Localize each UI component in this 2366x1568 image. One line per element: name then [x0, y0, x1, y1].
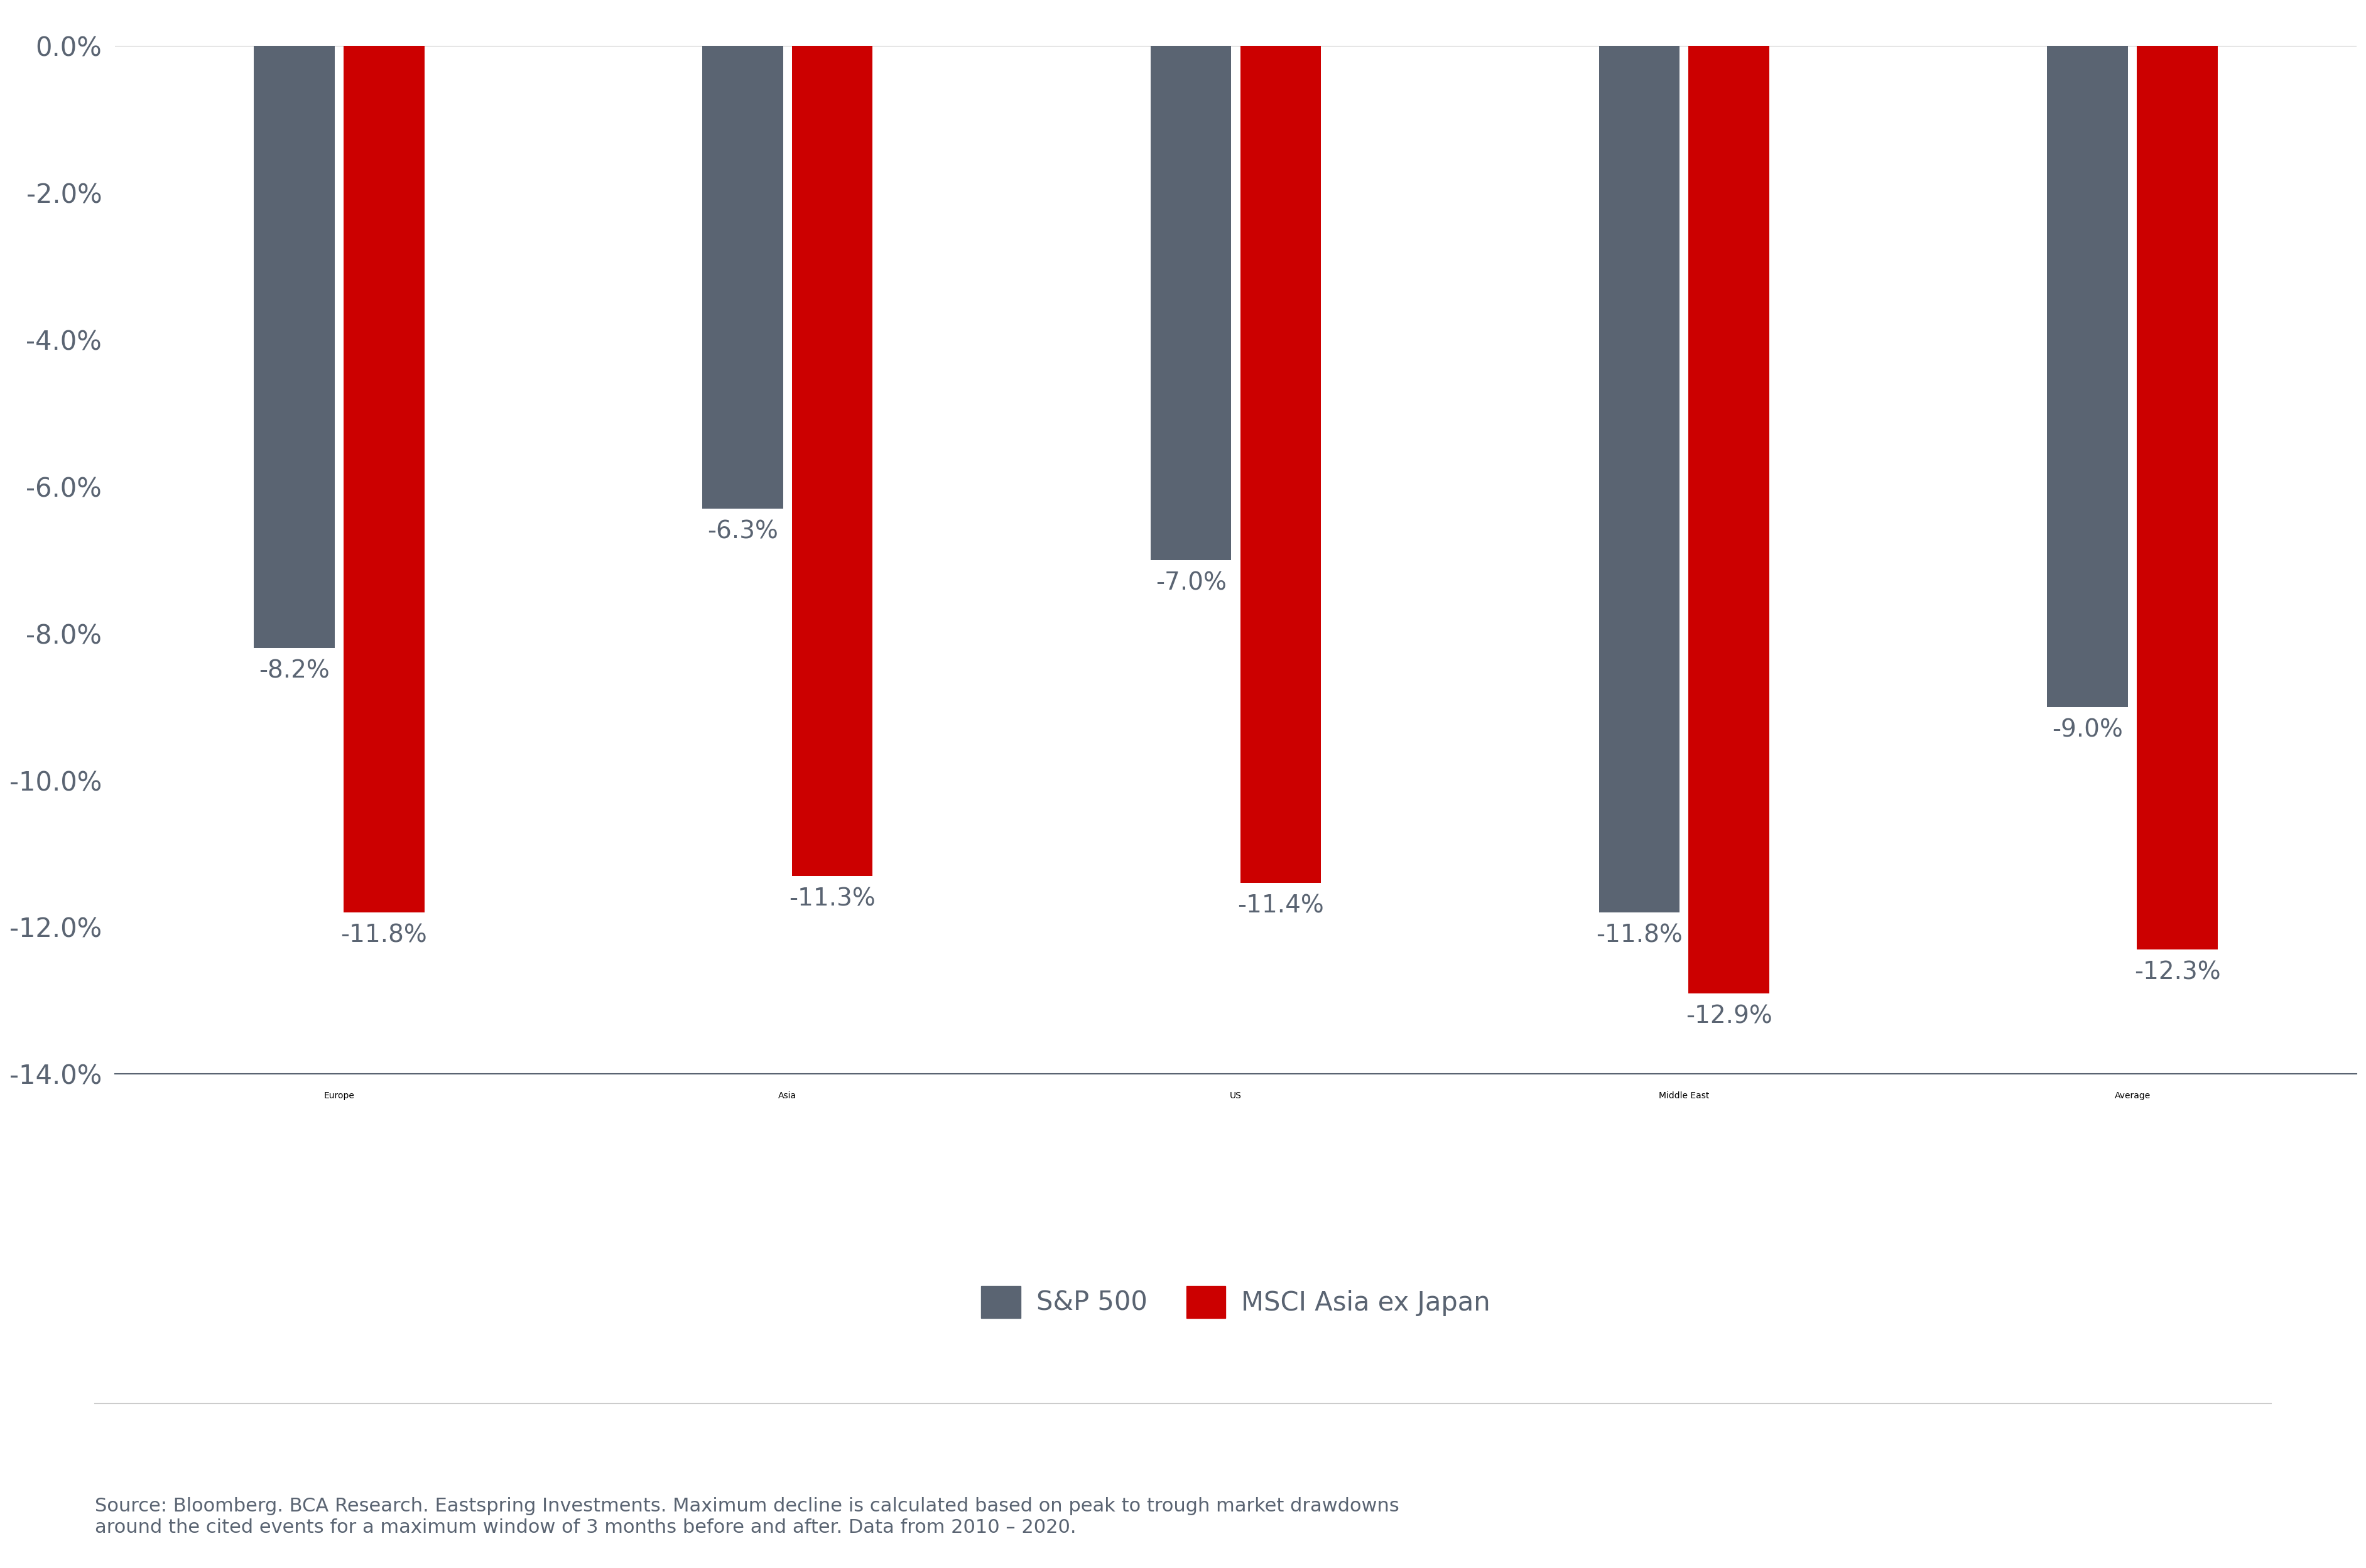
Bar: [1150, 45, 1230, 560]
Text: -12.3%: -12.3%: [2134, 960, 2219, 985]
Bar: [1689, 45, 1770, 993]
Text: -8.2%: -8.2%: [258, 659, 329, 684]
Text: Source: Bloomberg. BCA Research. Eastspring Investments. Maximum decline is calc: Source: Bloomberg. BCA Research. Eastspr…: [95, 1497, 1398, 1537]
Bar: [793, 45, 873, 877]
Bar: [253, 45, 334, 648]
Bar: [1599, 45, 1680, 913]
Bar: [2136, 45, 2217, 949]
Text: -11.8%: -11.8%: [1597, 924, 1682, 947]
Text: -9.0%: -9.0%: [2051, 718, 2122, 742]
Text: -11.4%: -11.4%: [1237, 894, 1325, 917]
Text: -7.0%: -7.0%: [1155, 571, 1226, 594]
Bar: [703, 45, 783, 508]
Text: -6.3%: -6.3%: [707, 519, 778, 544]
Bar: [343, 45, 424, 913]
Text: -11.3%: -11.3%: [788, 887, 875, 911]
Text: -11.8%: -11.8%: [341, 924, 428, 947]
Legend: S&P 500, MSCI Asia ex Japan: S&P 500, MSCI Asia ex Japan: [982, 1286, 1491, 1317]
Text: -12.9%: -12.9%: [1685, 1004, 1772, 1029]
Bar: [2047, 45, 2127, 707]
Bar: [1240, 45, 1320, 883]
